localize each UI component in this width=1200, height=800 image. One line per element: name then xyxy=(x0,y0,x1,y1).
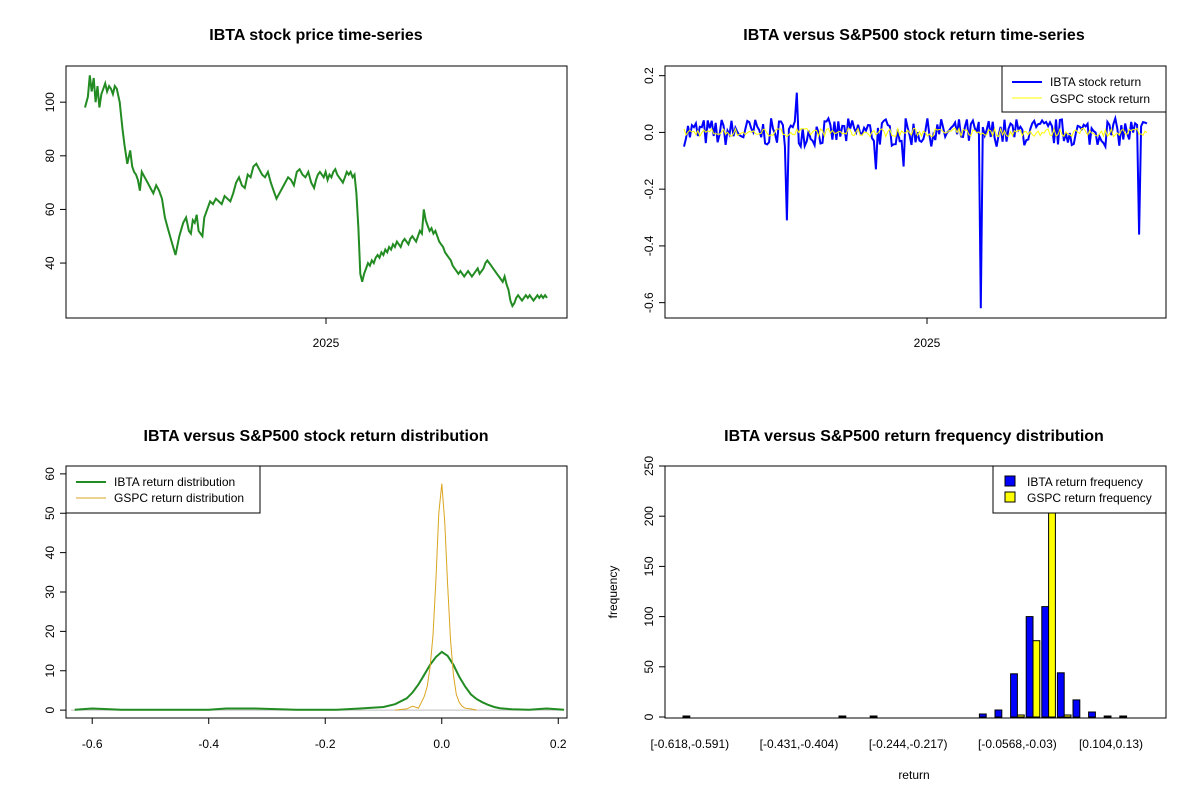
legend-label: GSPC stock return xyxy=(1050,92,1150,106)
y-tick-label: 60 xyxy=(43,467,57,481)
y-tick-label: -0.4 xyxy=(642,235,656,256)
ibta-frequency-bar xyxy=(1010,673,1018,718)
x-tick-label: 2025 xyxy=(914,336,941,350)
legend-label: IBTA return distribution xyxy=(114,475,235,489)
x-tick-label: [-0.244,-0.217) xyxy=(869,737,948,751)
x-tick-label: [-0.0568,-0.03) xyxy=(978,737,1057,751)
y-tick-label: 40 xyxy=(43,546,57,560)
y-tick-label: 200 xyxy=(642,506,656,526)
y-tick-label: 0 xyxy=(43,706,57,713)
y-tick-label: 60 xyxy=(43,202,57,216)
plot-frame-1 xyxy=(65,65,568,319)
ibta-frequency-bar xyxy=(1041,606,1050,718)
legend-box xyxy=(992,465,1167,514)
x-tick-label: [-0.618,-0.591) xyxy=(650,737,729,751)
x-tick-label: [0.104,0.13) xyxy=(1079,737,1143,751)
ibta-frequency-bar xyxy=(1025,616,1034,718)
ibta-frequency-bar xyxy=(1088,711,1096,718)
y-tick-label: 0.0 xyxy=(642,124,656,141)
y-axis-label: frequency xyxy=(606,566,620,619)
ibta-frequency-bar xyxy=(1072,699,1081,718)
plot-frame-4 xyxy=(664,465,1167,719)
legend-label: GSPC return frequency xyxy=(1027,491,1152,505)
ibta-frequency-bar xyxy=(869,715,878,718)
ibta-frequency-bar xyxy=(1103,715,1112,718)
ibta-return-line xyxy=(683,92,1148,309)
x-tick-label: -0.4 xyxy=(198,737,219,751)
ibta-frequency-bar xyxy=(978,713,987,718)
legend-label: GSPC return distribution xyxy=(114,491,244,505)
y-tick-label: 100 xyxy=(43,92,57,112)
legend-box xyxy=(1001,65,1167,113)
y-tick-label: 0 xyxy=(642,713,656,720)
legend-box xyxy=(65,465,261,514)
y-tick-label: 30 xyxy=(43,585,57,599)
y-tick-label: 10 xyxy=(43,664,57,678)
ibta-frequency-bar xyxy=(1119,715,1128,718)
gspc-frequency-bar xyxy=(1063,714,1072,718)
y-tick-label: -0.6 xyxy=(642,292,656,313)
plot-frame-2 xyxy=(664,65,1167,319)
y-tick-label: 250 xyxy=(642,456,656,476)
gspc-frequency-bar xyxy=(1032,640,1041,718)
chart-title-4: IBTA versus S&P500 return frequency dist… xyxy=(724,428,1104,445)
legend-label: IBTA stock return xyxy=(1050,75,1141,89)
gspc-frequency-bar xyxy=(1048,510,1056,718)
gspc-frequency-bar xyxy=(1016,714,1025,718)
y-tick-label: -0.2 xyxy=(642,179,656,200)
ibta-frequency-bar xyxy=(838,715,847,718)
gspc-density-line xyxy=(395,483,477,711)
y-tick-label: 0.2 xyxy=(642,67,656,84)
ibta-frequency-bar xyxy=(994,709,1003,718)
x-tick-label: 2025 xyxy=(313,336,340,350)
legend-label: IBTA return frequency xyxy=(1027,475,1143,489)
x-tick-label: [-0.431,-0.404) xyxy=(760,737,839,751)
y-tick-label: 100 xyxy=(642,606,656,626)
price-line xyxy=(84,75,548,309)
chart-title-1: IBTA stock price time-series xyxy=(209,27,423,44)
x-tick-label: -0.6 xyxy=(82,737,103,751)
legend-swatch xyxy=(1004,491,1016,503)
y-tick-label: 50 xyxy=(43,506,57,520)
ibta-frequency-bar xyxy=(682,715,691,718)
ibta-frequency-bar xyxy=(1056,672,1065,718)
y-tick-label: 80 xyxy=(43,149,57,163)
x-tick-label: 0.2 xyxy=(550,737,567,751)
y-tick-label: 50 xyxy=(642,660,656,674)
chart-title-3: IBTA versus S&P500 stock return distribu… xyxy=(144,428,489,445)
ibta-density-line xyxy=(74,650,565,711)
x-axis-label: return xyxy=(898,768,929,782)
y-tick-label: 40 xyxy=(43,256,57,270)
chart-title-2: IBTA versus S&P500 stock return time-ser… xyxy=(743,27,1085,44)
x-tick-label: 0.0 xyxy=(433,737,450,751)
x-tick-label: -0.2 xyxy=(315,737,336,751)
legend-swatch xyxy=(1004,475,1016,487)
gspc-return-line xyxy=(683,126,1148,139)
y-tick-label: 20 xyxy=(43,624,57,638)
y-tick-label: 150 xyxy=(642,556,656,576)
